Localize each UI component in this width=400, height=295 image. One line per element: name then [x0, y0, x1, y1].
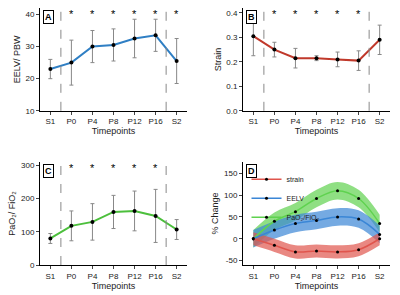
svg-text:Timepoints: Timepoints — [92, 126, 136, 136]
svg-text:P16: P16 — [148, 272, 163, 281]
svg-text:% Change: % Change — [210, 193, 220, 235]
svg-text:200: 200 — [21, 194, 35, 203]
svg-text:B: B — [248, 12, 255, 22]
svg-text:-50: -50 — [226, 256, 238, 265]
svg-text:0.4: 0.4 — [226, 9, 238, 18]
svg-text:C: C — [45, 166, 52, 176]
svg-text:*: * — [174, 8, 179, 20]
svg-text:*: * — [293, 8, 298, 20]
svg-text:P16: P16 — [351, 117, 366, 126]
svg-text:Timepoints: Timepoints — [295, 281, 339, 291]
svg-text:S1: S1 — [45, 117, 55, 126]
svg-text:P4: P4 — [88, 117, 98, 126]
svg-text:*: * — [153, 8, 158, 20]
svg-text:P8: P8 — [109, 117, 119, 126]
svg-text:Timepoints: Timepoints — [92, 281, 136, 291]
svg-text:S1: S1 — [248, 272, 258, 281]
svg-text:10: 10 — [25, 107, 34, 116]
svg-text:30: 30 — [25, 42, 34, 51]
svg-text:P4: P4 — [88, 272, 98, 281]
svg-text:*: * — [153, 162, 158, 174]
svg-text:P4: P4 — [291, 272, 301, 281]
svg-text:P0: P0 — [270, 117, 280, 126]
svg-text:P4: P4 — [291, 117, 301, 126]
svg-text:*: * — [111, 8, 116, 20]
svg-text:S1: S1 — [45, 272, 55, 281]
svg-text:P8: P8 — [312, 272, 322, 281]
svg-text:P0: P0 — [67, 117, 77, 126]
svg-text:*: * — [69, 8, 74, 20]
svg-text:S1: S1 — [248, 117, 258, 126]
svg-text:*: * — [132, 162, 137, 174]
svg-text:P12: P12 — [127, 272, 142, 281]
svg-text:S2: S2 — [375, 272, 385, 281]
svg-text:P0: P0 — [67, 272, 77, 281]
svg-text:S2: S2 — [172, 272, 182, 281]
svg-text:0: 0 — [233, 235, 238, 244]
svg-text:PaO₂/FiO₂: PaO₂/FiO₂ — [287, 214, 320, 221]
svg-text:100: 100 — [21, 228, 35, 237]
svg-text:P12: P12 — [330, 117, 345, 126]
svg-text:50: 50 — [228, 213, 237, 222]
svg-text:P16: P16 — [148, 117, 163, 126]
svg-text:0.0: 0.0 — [226, 107, 238, 116]
svg-text:P16: P16 — [351, 272, 366, 281]
svg-text:P12: P12 — [127, 117, 142, 126]
svg-text:*: * — [90, 8, 95, 20]
svg-text:20: 20 — [25, 74, 34, 83]
svg-text:P8: P8 — [109, 272, 119, 281]
svg-text:0.2: 0.2 — [226, 58, 238, 67]
svg-text:D: D — [248, 166, 255, 176]
svg-text:Strain: Strain — [213, 48, 223, 72]
svg-text:EELV: EELV — [287, 195, 305, 202]
svg-text:150: 150 — [224, 169, 238, 178]
svg-text:*: * — [335, 8, 340, 20]
svg-text:100: 100 — [224, 191, 238, 200]
svg-text:PaO₂/ FiO₂: PaO₂/ FiO₂ — [7, 191, 17, 236]
svg-text:*: * — [356, 8, 361, 20]
svg-text:S2: S2 — [375, 117, 385, 126]
svg-text:0: 0 — [30, 261, 35, 270]
svg-text:*: * — [111, 162, 116, 174]
svg-text:*: * — [272, 8, 277, 20]
svg-text:300: 300 — [21, 161, 35, 170]
svg-text:Timepoints: Timepoints — [295, 126, 339, 136]
svg-text:A: A — [45, 12, 52, 22]
svg-text:P12: P12 — [330, 272, 345, 281]
svg-text:P8: P8 — [312, 117, 322, 126]
svg-text:S2: S2 — [172, 117, 182, 126]
svg-text:*: * — [69, 162, 74, 174]
svg-text:40: 40 — [25, 10, 34, 19]
svg-text:*: * — [314, 8, 319, 20]
svg-text:*: * — [90, 162, 95, 174]
svg-text:P0: P0 — [270, 272, 280, 281]
svg-text:0.3: 0.3 — [226, 33, 238, 42]
svg-text:EELV/ PBW: EELV/ PBW — [12, 35, 22, 83]
svg-text:*: * — [132, 8, 137, 20]
svg-text:0.1: 0.1 — [226, 82, 238, 91]
svg-text:strain: strain — [287, 176, 304, 183]
